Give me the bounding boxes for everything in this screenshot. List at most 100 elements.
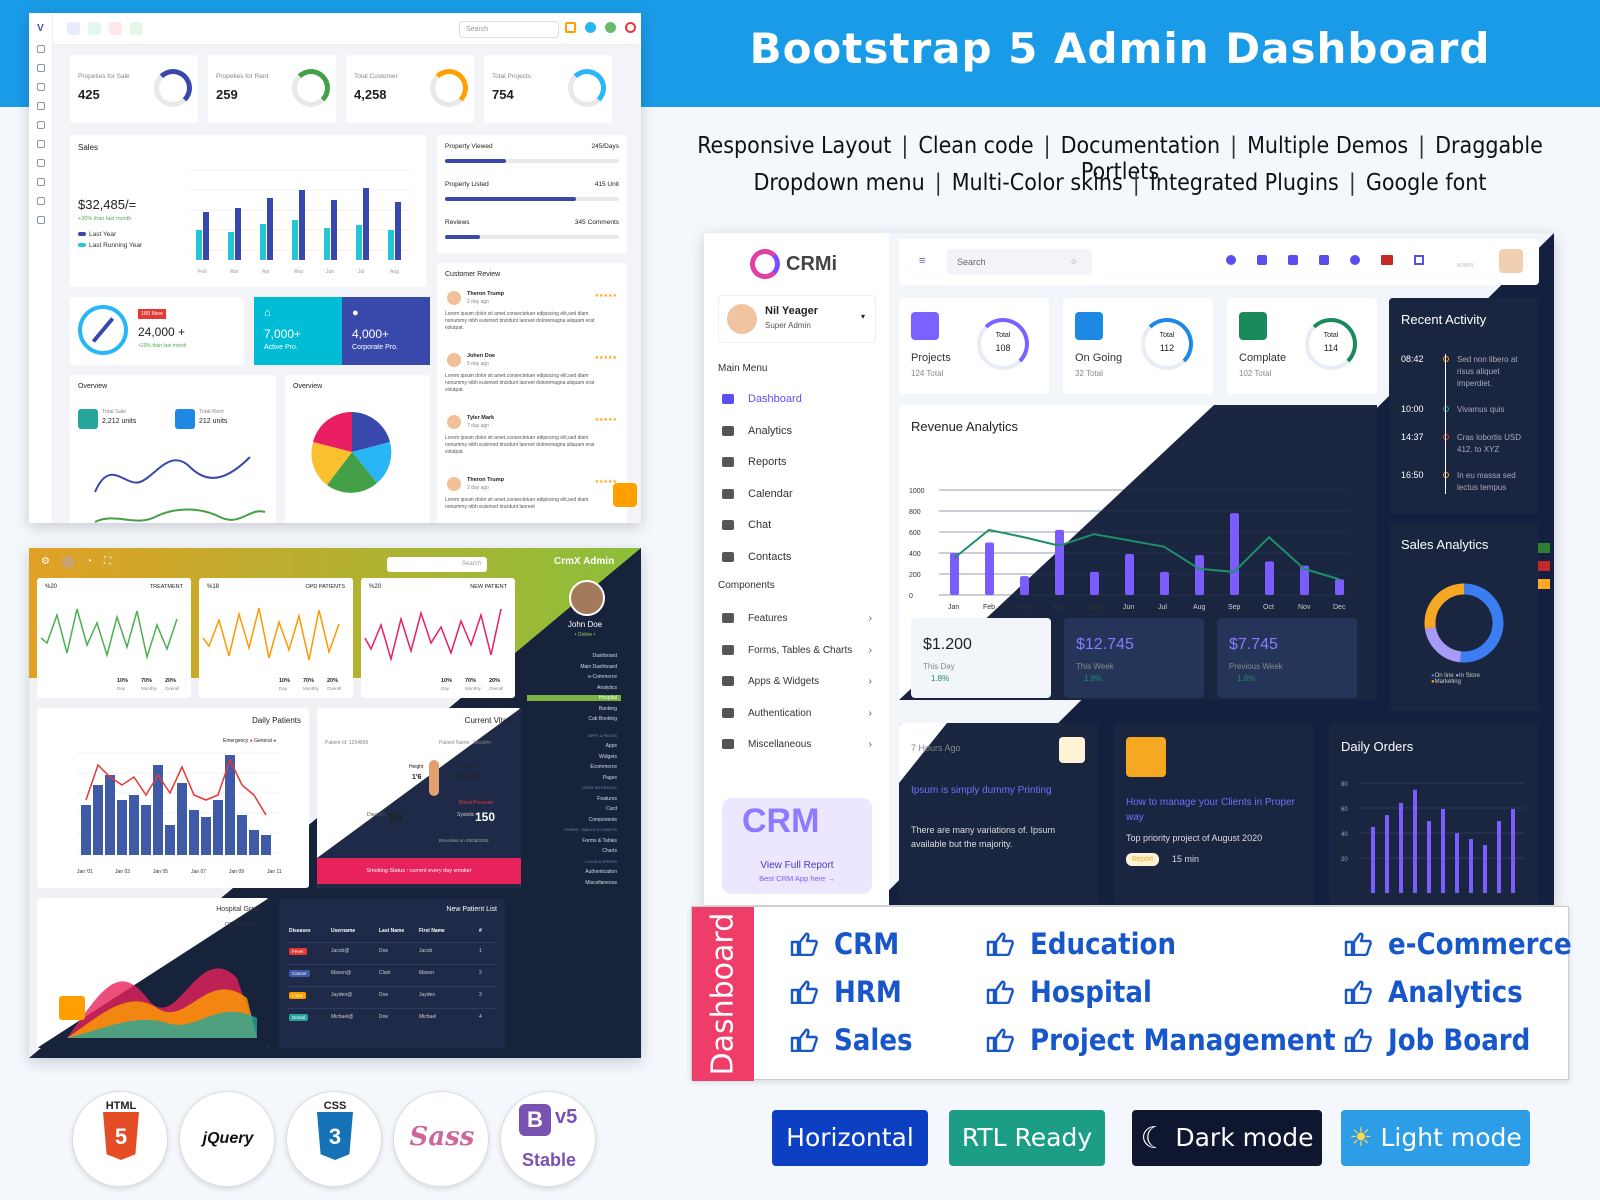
bell-icon[interactable] [585, 22, 596, 33]
menu-icon[interactable]: ≡ [919, 255, 926, 267]
menu-item-component[interactable]: Miscellaneous › [722, 739, 872, 750]
dashboard-type-link[interactable]: Sales [790, 1023, 913, 1057]
light-mode-button[interactable]: ☀ Light mode [1341, 1110, 1530, 1166]
dashboard-type-link[interactable]: Job Board [1344, 1023, 1530, 1057]
user-icon[interactable] [605, 22, 616, 33]
chat-icon[interactable] [88, 22, 101, 35]
nav-icon[interactable] [36, 64, 45, 72]
nav-icon[interactable] [36, 102, 45, 110]
menu-item[interactable]: Forms & Tables [582, 837, 617, 844]
dashboard-type-link[interactable]: Hospital [986, 975, 1152, 1009]
user-icon: ● [352, 307, 359, 319]
sparkline-chart [202, 607, 340, 661]
avatar[interactable] [1499, 249, 1523, 273]
grid-icon[interactable] [1257, 255, 1267, 265]
nav-icon[interactable] [36, 45, 45, 53]
menu-item-dashboard[interactable]: Dashboard [722, 393, 802, 405]
weight-label: Weight [461, 764, 477, 770]
widget-icon[interactable] [1538, 561, 1550, 571]
mail-icon[interactable] [109, 22, 122, 35]
avatar [447, 415, 461, 429]
nav-icon[interactable] [36, 159, 45, 167]
menu-item[interactable]: Analytics [596, 684, 617, 691]
menu-item-chat[interactable]: Chat [722, 519, 771, 531]
settings-fab[interactable] [613, 483, 637, 507]
clipboard-icon[interactable] [130, 22, 143, 35]
menu-item-calendar[interactable]: Calendar [722, 488, 793, 500]
menu-item[interactable]: Apps [605, 743, 617, 749]
user-card[interactable]: Nil Yeager Super Admin ▾ [718, 295, 876, 343]
menu-item[interactable]: Widgets [598, 753, 617, 760]
view-report-link[interactable]: View Full Report [760, 860, 834, 871]
post-title[interactable]: How to manage your Clients in Proper way [1126, 797, 1295, 823]
menu-item[interactable]: Cab Booking [588, 716, 617, 722]
dashboard-type-link[interactable]: e-Commerce [1344, 927, 1572, 961]
flag-icon[interactable] [1381, 255, 1393, 265]
fullscreen-icon[interactable]: ⛶ [104, 556, 112, 567]
nav-icon[interactable] [36, 83, 45, 91]
nav-icon[interactable] [36, 140, 45, 148]
menu-item[interactable]: Pages [602, 774, 617, 781]
dark-mode-button[interactable]: ☾ Dark mode [1132, 1110, 1322, 1166]
menu-item[interactable]: Components [588, 816, 617, 823]
settings-fab[interactable] [59, 996, 85, 1020]
search-icon[interactable]: ○ [1071, 256, 1077, 266]
fullscreen-icon[interactable] [1414, 255, 1424, 265]
menu-item[interactable]: Card [606, 806, 617, 812]
component-icon [722, 707, 734, 718]
rtl-ready-button[interactable]: RTL Ready [949, 1110, 1105, 1166]
nav-icon[interactable] [36, 178, 45, 186]
search-input[interactable]: Search [947, 249, 1092, 275]
side-widgets [1538, 543, 1550, 589]
menu-item[interactable]: Features [597, 795, 617, 802]
menu-item[interactable]: Ecommerce [590, 764, 617, 770]
promo-subtext[interactable]: Best CRM App here → [759, 874, 835, 883]
nav-icon[interactable] [36, 216, 45, 224]
hospital-dashboard-screenshot: ⚙ ◔ ⛶ Search CrmX Admin John Doe • Onlin… [29, 548, 641, 1058]
widget-icon[interactable] [1538, 579, 1550, 589]
dashboard-type-link[interactable]: Analytics [1344, 975, 1523, 1009]
menu-item-component[interactable]: Features › [722, 613, 872, 624]
post-title[interactable]: Ipsum is simply dummy Printing [911, 785, 1052, 796]
bell-icon[interactable]: ◔ [85, 556, 93, 567]
menu-item[interactable]: Main Dashboard [580, 663, 617, 670]
menu-item-reports[interactable]: Reports [722, 456, 787, 468]
menu-item-contacts[interactable]: Contacts [722, 551, 791, 563]
horizontal-button[interactable]: Horizontal [772, 1110, 928, 1166]
gear-icon[interactable] [625, 22, 636, 33]
folder-icon[interactable] [1288, 255, 1298, 265]
avatar[interactable] [61, 556, 74, 568]
dashboard-type-link[interactable]: Project Management [986, 1023, 1336, 1057]
dashboard-type-link[interactable]: Education [986, 927, 1176, 961]
dashboard-type-link[interactable]: HRM [790, 975, 902, 1009]
menu-icon[interactable] [67, 22, 80, 35]
menu-item-component[interactable]: Authentication › [722, 708, 872, 719]
menu-item[interactable]: Dashboard [592, 653, 617, 659]
menu-item-component[interactable]: Forms, Tables & Charts › [722, 645, 872, 656]
cart-icon[interactable] [1319, 255, 1329, 265]
table-cell: Doe [379, 1014, 389, 1020]
menu-item[interactable]: Hospital [527, 695, 621, 701]
bar [1413, 789, 1417, 893]
feature-item: Google font [1365, 170, 1487, 196]
search-input[interactable]: Search [459, 21, 559, 38]
menu-item[interactable]: Charts [602, 848, 617, 854]
nav-icon[interactable] [36, 197, 45, 205]
stat-ring [430, 69, 468, 107]
menu-item[interactable]: e-Commerce [588, 674, 617, 680]
widget-icon[interactable] [1538, 543, 1550, 553]
menu-item[interactable]: Miscellaneous [585, 879, 617, 886]
dashboard-type-link[interactable]: CRM [790, 927, 899, 961]
bell-icon[interactable] [1226, 255, 1236, 265]
search-input[interactable]: Search [387, 557, 487, 572]
menu-item[interactable]: Authentication [585, 869, 617, 875]
menu-item-analytics[interactable]: Analytics [722, 425, 792, 437]
menu-item-component[interactable]: Apps & Widgets › [722, 676, 872, 687]
menu-item[interactable]: Banking [598, 705, 617, 712]
sparkline-chart [364, 608, 502, 662]
nav-icon[interactable] [36, 121, 45, 129]
gear-icon[interactable]: ⚙ [41, 556, 50, 567]
report-badge[interactable]: Report [1126, 853, 1160, 866]
chat-icon[interactable] [1350, 255, 1360, 265]
fullscreen-icon[interactable] [565, 22, 576, 33]
